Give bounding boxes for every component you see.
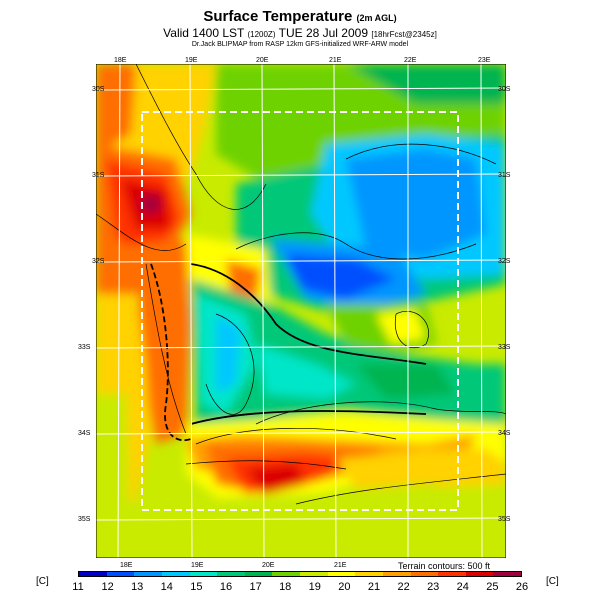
colorbar-tick-label: 12 xyxy=(101,581,114,593)
colorbar-unit-left: [C] xyxy=(36,576,49,587)
colorbar-swatch xyxy=(493,572,521,576)
lat-label-left: 30S xyxy=(92,86,105,93)
colorbar-swatch xyxy=(244,572,273,576)
lon-label-bottom: 18E xyxy=(120,562,133,569)
valid-date: TUE 28 Jul 2009 xyxy=(278,26,368,40)
lat-label-left: 31S xyxy=(92,172,105,179)
colorbar-swatch xyxy=(79,572,107,576)
lat-label-left: 34S xyxy=(78,430,91,437)
colorbar-swatch xyxy=(134,572,162,576)
lat-label-right: 30S xyxy=(498,86,511,93)
model-credit: Dr.Jack BLIPMAP from RASP 12km GFS-initi… xyxy=(191,41,409,48)
colorbar-swatch xyxy=(465,572,494,576)
lat-label-right: 34S xyxy=(498,430,511,437)
lon-label-top: 21E xyxy=(329,57,342,64)
colorbar-tick-label: 24 xyxy=(456,581,469,593)
lat-label-right: 31S xyxy=(498,172,511,179)
title-height-note: (2m AGL) xyxy=(356,13,397,23)
colorbar-ticks: 11 12 13 14 15 16 17 18 19 20 21 22 23 24 25 26 xyxy=(64,581,536,595)
colorbar-tick-label: 26 xyxy=(515,581,529,593)
colorbar-tick-label: 19 xyxy=(308,581,321,593)
forecast-note: [18hrFcst@2345z] xyxy=(371,30,437,39)
lon-label-bottom: 20E xyxy=(262,562,275,569)
colorbar-tick-label: 25 xyxy=(486,581,499,593)
lat-label-left: 32S xyxy=(92,258,105,265)
lat-label-right: 32S xyxy=(498,258,511,265)
colorbar-swatch xyxy=(189,572,218,576)
colorbar-swatch xyxy=(327,572,356,576)
colorbar-swatch xyxy=(217,572,245,576)
lat-label-left: 33S xyxy=(78,344,91,351)
colorbar-swatch xyxy=(300,572,328,576)
lon-label-top: 22E xyxy=(404,57,417,64)
title-text: Surface Temperature xyxy=(203,8,353,25)
colorbar-tick-label: 13 xyxy=(131,581,144,593)
colorbar-swatch xyxy=(438,572,466,576)
lat-label-left: 35S xyxy=(78,516,91,523)
colorbar-tick-label: 16 xyxy=(219,581,233,593)
lat-lon-grid xyxy=(96,64,506,558)
valid-time-utc: (1200Z) xyxy=(247,30,276,39)
map-title: Surface Temperature (2m AGL) xyxy=(0,8,600,25)
valid-time: Valid 1400 LST xyxy=(163,26,245,40)
colorbar-tick-label: 20 xyxy=(338,581,351,593)
colorbar-swatch xyxy=(272,572,300,576)
colorbar-tick-label: 18 xyxy=(279,581,292,593)
inner-domain-box xyxy=(141,111,459,511)
colorbar-unit-right: [C] xyxy=(546,576,559,587)
colorbar-swatch xyxy=(382,572,411,576)
colorbar-tick-label: 14 xyxy=(160,581,173,593)
colorbar-tick-label: 11 xyxy=(72,581,84,593)
lat-label-right: 35S xyxy=(498,516,511,523)
lon-label-bottom: 21E xyxy=(334,562,347,569)
colorbar-tick-label: 23 xyxy=(427,581,440,593)
lon-label-top: 19E xyxy=(185,57,198,64)
temperature-contours xyxy=(150,263,427,442)
colorbar-swatch xyxy=(161,572,190,576)
colorbar-tick-label: 22 xyxy=(397,581,410,593)
lon-label-top: 23E xyxy=(478,57,491,64)
colorbar-swatch xyxy=(355,572,383,576)
colorbar-swatch xyxy=(410,572,439,576)
colorbar-tick-label: 17 xyxy=(249,581,262,593)
valid-time-line: Valid 1400 LST (1200Z) TUE 28 Jul 2009 [… xyxy=(0,26,600,40)
colorbar-tick-label: 21 xyxy=(367,581,381,593)
terrain-contour-note: Terrain contours: 500 ft xyxy=(398,561,491,571)
lat-label-right: 33S xyxy=(498,344,511,351)
colorbar-tick-label: 15 xyxy=(190,581,203,593)
temperature-map xyxy=(96,64,506,558)
lon-label-bottom: 19E xyxy=(191,562,204,569)
colorbar xyxy=(78,571,522,577)
colorbar-swatch xyxy=(106,572,135,576)
lon-label-top: 20E xyxy=(256,57,269,64)
lon-label-top: 18E xyxy=(114,57,127,64)
